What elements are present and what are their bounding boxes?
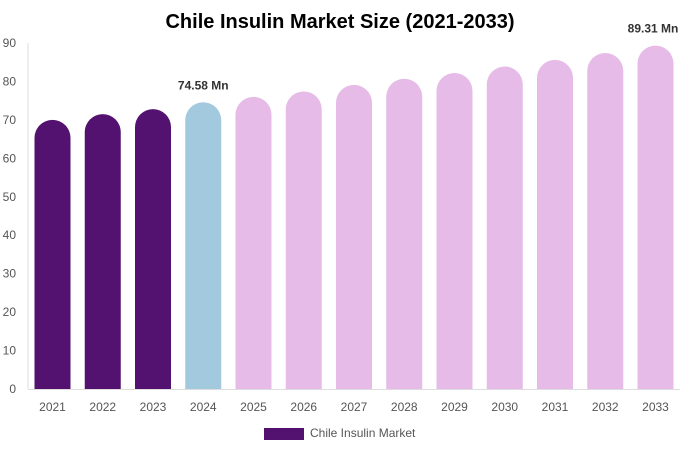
y-tick-label: 50	[3, 190, 17, 204]
x-tick-label: 2025	[240, 400, 267, 414]
x-tick-label: 2026	[290, 400, 317, 414]
y-tick-label: 40	[3, 228, 17, 242]
bar-2023	[135, 109, 171, 389]
x-tick-labels: 2021 2022 2023 2024 2025 2026 2027 2028 2029 2030…	[39, 400, 669, 414]
bar-2031	[537, 59, 573, 390]
x-tick-label: 2029	[441, 400, 468, 414]
x-tick-label: 2032	[592, 400, 619, 414]
y-tick-label: 70	[3, 113, 17, 127]
x-tick-label: 2024	[190, 400, 217, 414]
bar-2021	[34, 119, 71, 389]
chart-title: Chile Insulin Market Size (2021-2033)	[165, 11, 514, 33]
y-tick-label: 60	[3, 151, 17, 165]
x-tick-label: 2030	[491, 400, 518, 414]
y-tick-label: 80	[3, 74, 17, 88]
y-tick-label: 10	[3, 344, 17, 358]
y-tick-label: 30	[3, 267, 17, 281]
bars	[34, 45, 674, 390]
bar-2032	[587, 52, 624, 390]
bar-2026	[285, 91, 322, 390]
bar-2030	[486, 66, 523, 389]
x-tick-label: 2027	[341, 400, 368, 414]
bar-2027	[336, 84, 372, 389]
bar-2025	[235, 96, 272, 390]
y-tick-label: 0	[9, 382, 16, 396]
legend: Chile Insulin Market	[264, 426, 416, 440]
legend-label: Chile Insulin Market	[310, 426, 416, 440]
y-tick-label: 90	[3, 36, 17, 50]
y-tick-labels: 0 10 20 30 40 50 60 70 80 90	[3, 36, 17, 396]
data-label: 89.31 Mn	[628, 22, 679, 36]
x-tick-label: 2031	[542, 400, 569, 414]
data-labels: 74.58 Mn 89.31 Mn	[178, 22, 678, 93]
x-tick-label: 2023	[140, 400, 167, 414]
x-tick-label: 2028	[391, 400, 418, 414]
bar-2029	[436, 72, 473, 389]
bar-2033	[637, 45, 674, 389]
data-label: 74.58 Mn	[178, 78, 229, 92]
x-tick-label: 2033	[642, 400, 669, 414]
x-tick-label: 2021	[39, 400, 66, 414]
bar-2022	[84, 114, 121, 389]
bar-2024	[185, 102, 222, 389]
x-tick-label: 2022	[89, 400, 116, 414]
legend-swatch	[264, 428, 304, 440]
bar-2028	[386, 78, 423, 389]
y-tick-label: 20	[3, 305, 17, 319]
